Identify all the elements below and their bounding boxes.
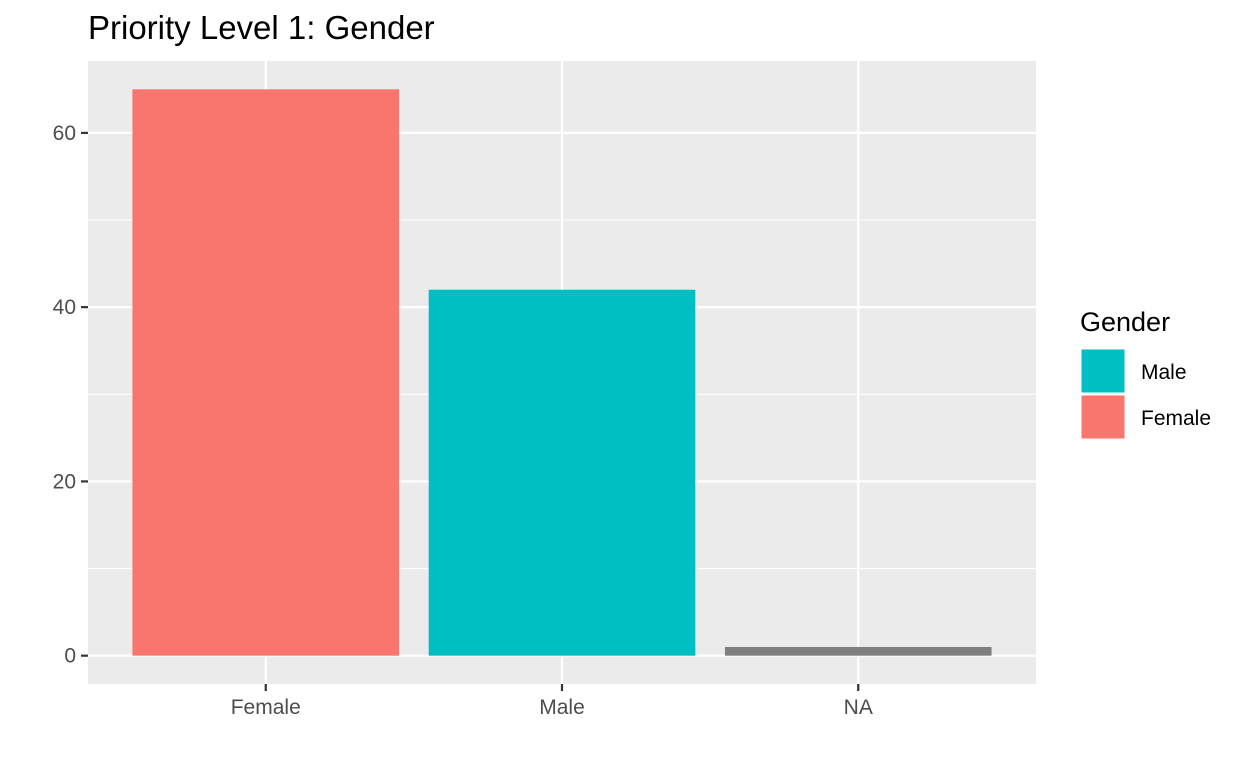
legend-key: [1080, 394, 1126, 440]
legend-key: [1080, 348, 1126, 394]
x-tick-label: Male: [539, 696, 585, 719]
bar-female: [132, 89, 400, 656]
y-tick-label: 40: [53, 296, 76, 319]
bars: [132, 89, 992, 656]
y-tick-label: 60: [53, 122, 76, 145]
axes: 0 20 40 60 Female Male NA: [53, 122, 873, 719]
legend: Gender Male Female: [1080, 307, 1211, 440]
legend-label: Male: [1141, 361, 1187, 384]
x-tick-label: Female: [231, 696, 301, 719]
x-tick-label: NA: [844, 696, 873, 719]
legend-title: Gender: [1080, 307, 1170, 337]
y-tick-label: 0: [64, 645, 76, 668]
legend-items: Male Female: [1080, 348, 1211, 440]
legend-label: Female: [1141, 407, 1211, 430]
chart-title: Priority Level 1: Gender: [88, 9, 435, 46]
bar-male: [428, 289, 696, 656]
bar-na: [724, 646, 992, 656]
y-tick-label: 20: [53, 470, 76, 493]
